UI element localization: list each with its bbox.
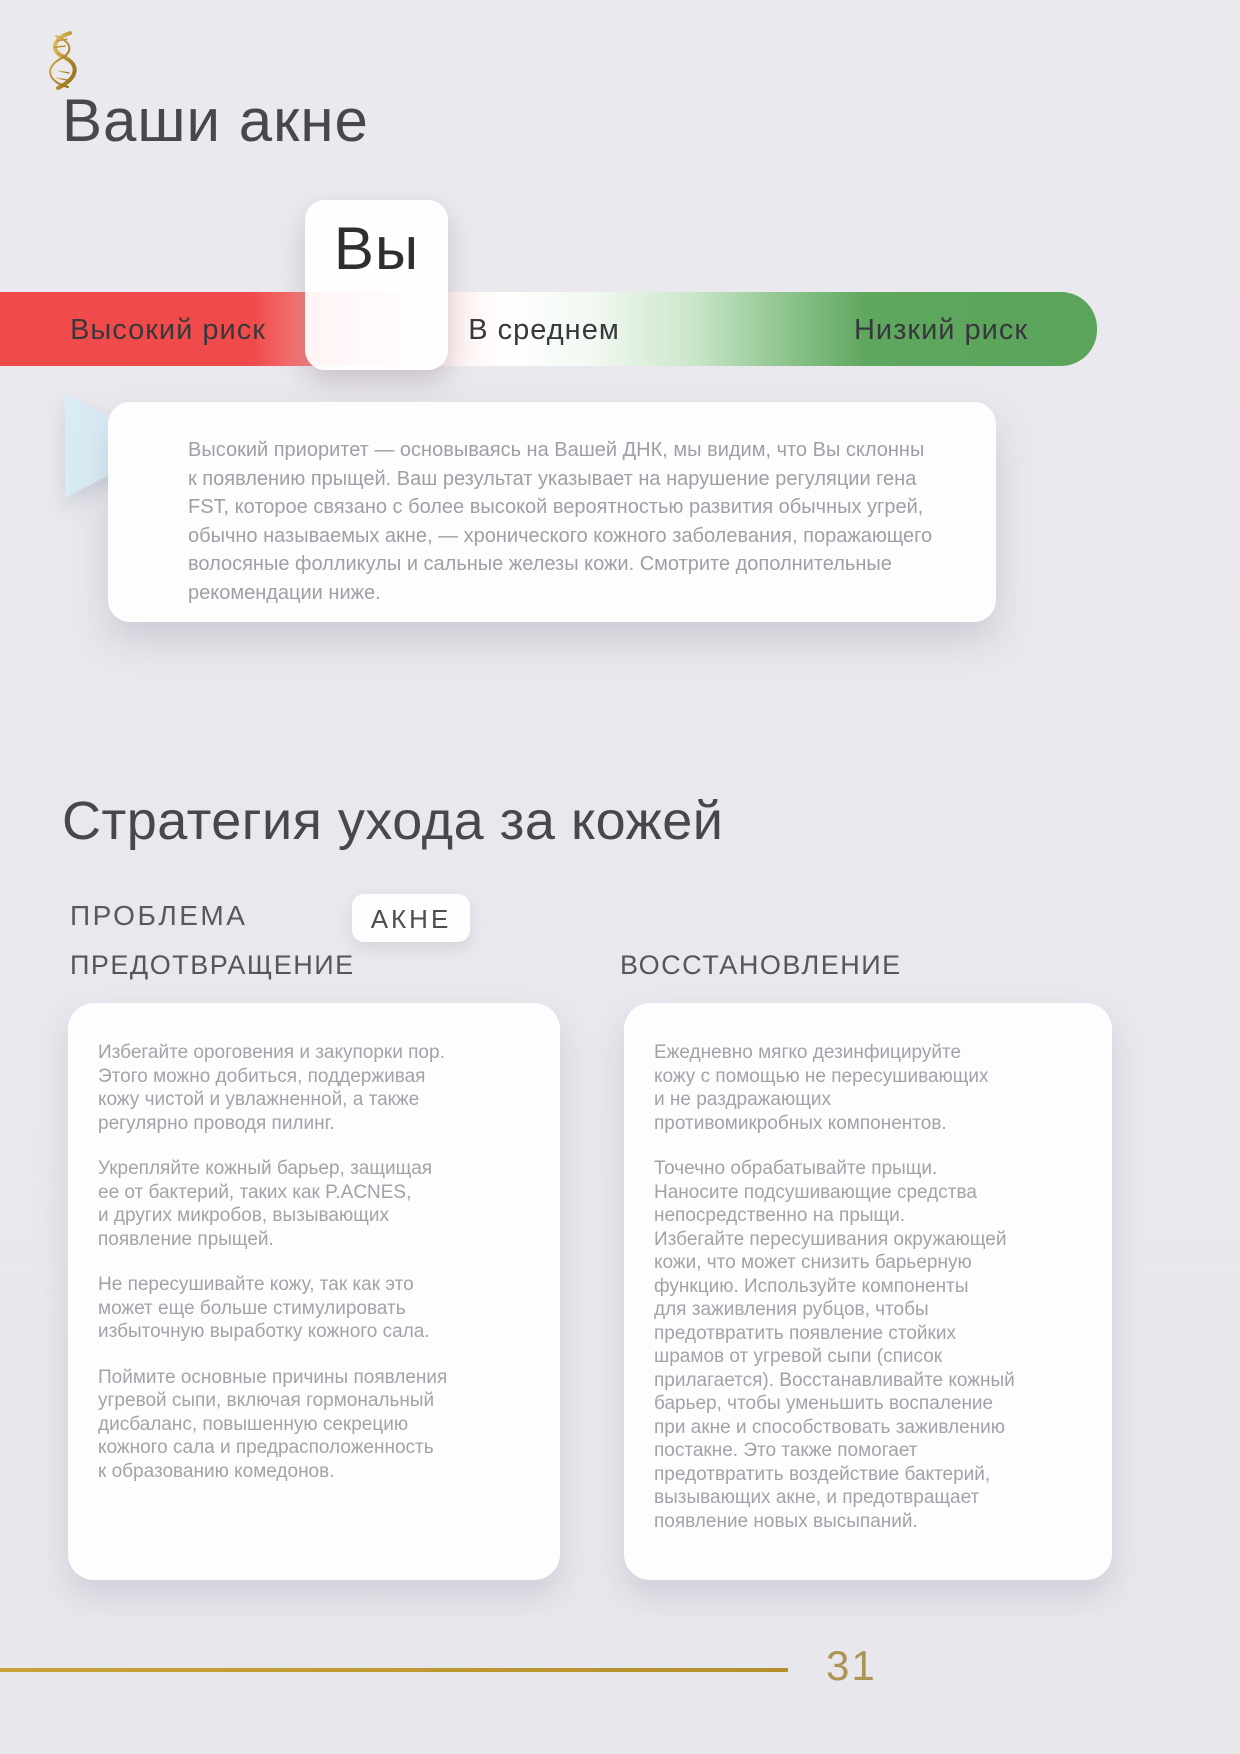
you-marker-label: Вы	[333, 215, 420, 282]
prevention-paragraph: Поймите основные причины появления угрев…	[98, 1366, 448, 1482]
prevention-card: Избегайте ороговения и закупорки пор. Эт…	[68, 1003, 560, 1580]
risk-gradient-bar: Высокий риск В среднем Низкий риск	[0, 292, 1097, 366]
prevention-heading: ПРЕДОТВРАЩЕНИЕ	[70, 950, 355, 980]
footer-divider	[0, 1668, 788, 1672]
prevention-paragraph: Избегайте ороговения и закупорки пор. Эт…	[98, 1042, 445, 1134]
problem-value-label: АКНЕ	[370, 904, 452, 934]
recovery-heading: ВОССТАНОВЛЕНИЕ	[620, 950, 902, 980]
priority-callout-text: Высокий приоритет — основываясь на Вашей…	[188, 439, 933, 604]
strategy-section-title: Стратегия ухода за кожей	[62, 791, 724, 851]
recovery-paragraph: Ежедневно мягко дезинфицируйте кожу с по…	[654, 1042, 989, 1134]
risk-label-low: Низкий риск	[853, 314, 1029, 346]
risk-label-high: Высокий риск	[70, 314, 266, 346]
priority-callout-card: Высокий приоритет — основываясь на Вашей…	[108, 402, 996, 622]
page-number: 31	[826, 1642, 877, 1689]
risk-label-average: В среднем	[468, 314, 620, 346]
recovery-paragraph: Точечно обрабатывайте прыщи. Наносите по…	[654, 1158, 1015, 1532]
page-title: Ваши акне	[62, 87, 369, 154]
prevention-paragraph: Не пересушивайте кожу, так как это может…	[98, 1274, 430, 1342]
prevention-paragraph: Укрепляйте кожный барьер, защищая ее от …	[98, 1158, 433, 1250]
dna-logo-icon	[49, 31, 77, 90]
you-risk-marker: Вы	[305, 200, 448, 370]
problem-label: ПРОБЛЕМА	[70, 900, 248, 931]
problem-value-badge: АКНЕ	[352, 894, 470, 942]
recovery-card: Ежедневно мягко дезинфицируйте кожу с по…	[624, 1003, 1112, 1580]
